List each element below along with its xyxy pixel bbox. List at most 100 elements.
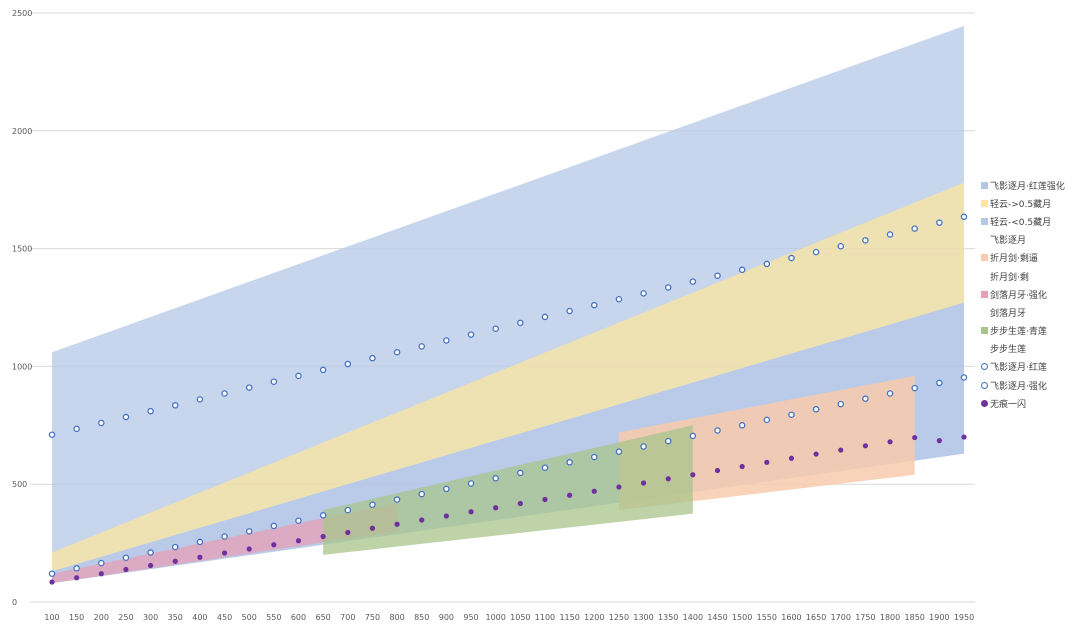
legend-item: 飞影逐月 xyxy=(981,231,1080,249)
scatter-point-s2 xyxy=(616,484,622,490)
scatter-point-s0 xyxy=(541,313,549,321)
x-tick-label: 650 xyxy=(315,613,330,622)
scatter-point-s2 xyxy=(640,480,647,486)
scatter-point-s0 xyxy=(245,384,253,391)
band-4 xyxy=(52,503,398,584)
legend-label: 飞影逐月·红莲 xyxy=(990,363,1047,374)
x-tick-label: 1000 xyxy=(485,613,505,622)
scatter-point-s1 xyxy=(147,549,154,556)
x-axis-ticks: 100 150 200 250 300 350 400 450 500 550 600 650 700 7… xyxy=(44,613,974,622)
scatter-point-s1 xyxy=(664,437,672,445)
y-axis-ticks: 0 500 1000 1500 2000 2500 xyxy=(12,9,32,607)
scatter-point-s1 xyxy=(640,443,647,450)
scatter-point-s1 xyxy=(517,469,524,477)
band-2 xyxy=(52,302,964,584)
scatter-point-s1 xyxy=(615,448,623,455)
scatter-point-s0 xyxy=(862,237,869,244)
scatter-point-s1 xyxy=(936,379,943,387)
scatter-point-s2 xyxy=(813,451,819,457)
scatter-point-s0 xyxy=(911,225,918,232)
scatter-point-s2 xyxy=(246,546,252,552)
y-tick-label: 1000 xyxy=(12,362,32,371)
scatter-point-s1 xyxy=(196,538,204,546)
band-5 xyxy=(323,425,693,555)
scatter-point-s0 xyxy=(886,231,894,238)
legend-item: 无痕一闪 xyxy=(981,394,1080,412)
scatter-point-s0 xyxy=(393,349,401,356)
scatter-point-s1 xyxy=(221,533,228,540)
scatter-point-s1 xyxy=(171,543,179,551)
scatter-point-s0 xyxy=(738,266,746,274)
scatter-point-s1 xyxy=(443,485,450,493)
x-tick-label: 1600 xyxy=(781,613,801,622)
scatter-point-s2 xyxy=(665,476,671,482)
scatter-point-s0 xyxy=(837,242,845,250)
legend-label: 剑落月牙 xyxy=(990,308,1027,319)
scatter-point-s2 xyxy=(714,467,721,474)
scatter-point-s0 xyxy=(689,278,697,285)
scatter-point-s2 xyxy=(147,562,154,569)
range-bands xyxy=(52,25,964,584)
legend-label: 步步生莲 xyxy=(990,345,1027,356)
legend-item: 折月剑·剩逼 xyxy=(981,249,1080,267)
legend-label: 飞影逐月·强化 xyxy=(990,381,1047,392)
legend-label: 剑落月牙·强化 xyxy=(990,290,1047,301)
scatter-point-s0 xyxy=(369,354,376,362)
legend-item: 步步生莲·青莲 xyxy=(981,322,1080,340)
scatter-point-s0 xyxy=(122,413,130,421)
scatter-point-s2 xyxy=(74,575,80,581)
scatter-point-s0 xyxy=(492,325,499,332)
scatter-point-s2 xyxy=(739,463,745,470)
scatter-point-s2 xyxy=(690,472,696,478)
scatter-point-s0 xyxy=(936,219,943,226)
scatter-point-s0 xyxy=(147,407,154,415)
scatter-point-s0 xyxy=(566,307,573,315)
x-tick-label: 300 xyxy=(143,613,158,622)
legend-swatch xyxy=(981,236,988,243)
x-tick-label: 1500 xyxy=(732,613,752,622)
legend-label: 飞影逐月·红莲强化 xyxy=(990,181,1065,192)
x-tick-label: 250 xyxy=(118,613,133,622)
x-tick-label: 150 xyxy=(69,613,84,622)
x-tick-label: 1900 xyxy=(929,613,949,622)
chart-legend: 飞影逐月·红莲强化 轻云->0.5藏月 轻云-<0.5藏月 飞影逐月 折月剑·剩逼 折月剑… xyxy=(981,176,1080,412)
scatter-point-s2 xyxy=(345,529,351,536)
legend-swatch xyxy=(981,290,988,298)
scatter-point-s0 xyxy=(788,254,795,262)
x-tick-label: 900 xyxy=(439,613,454,622)
legend-label: 折月剑·剩逼 xyxy=(990,254,1038,265)
legend-label: 折月剑·剩 xyxy=(990,272,1029,283)
scatter-point-s1 xyxy=(344,506,352,514)
scatter-point-s2 xyxy=(912,434,918,441)
scatter-point-s0 xyxy=(960,213,968,221)
x-tick-label: 600 xyxy=(291,613,306,622)
scatter-point-s1 xyxy=(837,400,845,408)
legend-label: 无痕一闪 xyxy=(990,399,1027,410)
scatter-point-s2 xyxy=(271,542,277,548)
x-tick-label: 950 xyxy=(463,613,478,622)
scatter-point-s2 xyxy=(443,513,449,519)
x-tick-label: 1850 xyxy=(905,613,925,622)
scatter-point-s0 xyxy=(615,296,623,303)
x-tick-label: 1300 xyxy=(633,613,653,622)
scatter-point-s1 xyxy=(566,459,573,466)
x-tick-label: 1750 xyxy=(855,613,875,622)
legend-swatch xyxy=(981,327,988,335)
scatter-point-s1 xyxy=(369,501,376,508)
scatter-point-s0 xyxy=(295,372,302,380)
scatter-point-s1 xyxy=(245,528,253,535)
legend-label: 步步生莲·青莲 xyxy=(990,327,1047,338)
scatter-point-s2 xyxy=(517,500,523,507)
legend-swatch xyxy=(981,181,988,189)
x-tick-label: 1150 xyxy=(559,613,579,622)
scatter-point-s0 xyxy=(171,402,179,409)
scatter-point-s1 xyxy=(591,453,598,461)
scatter-point-s1 xyxy=(492,475,499,482)
scatter-point-s0 xyxy=(221,390,228,397)
scatter-point-s0 xyxy=(467,331,475,338)
band-1 xyxy=(52,182,964,572)
legend-label: 轻云->0.5藏月 xyxy=(990,199,1052,210)
scatter-point-s1 xyxy=(689,432,697,440)
x-tick-label: 700 xyxy=(340,613,355,622)
